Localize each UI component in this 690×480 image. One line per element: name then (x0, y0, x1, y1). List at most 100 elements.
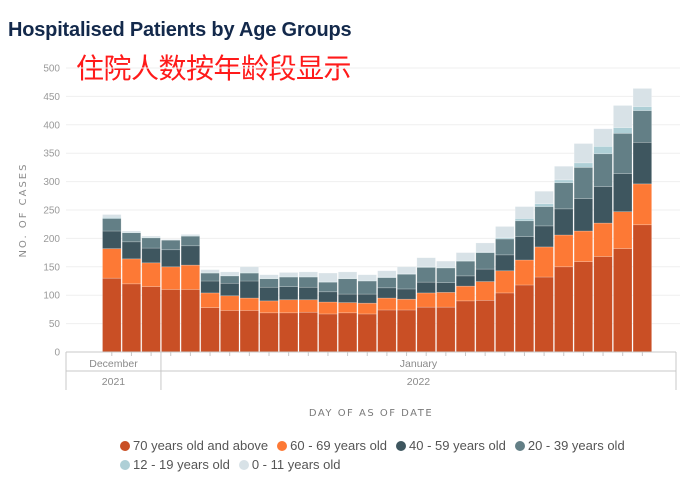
legend-item[interactable]: 60 - 69 years old (277, 437, 387, 455)
bar-segment (377, 270, 397, 278)
bar-segment (416, 306, 436, 353)
x-year-label: 2022 (407, 376, 431, 388)
bar-stack (102, 214, 122, 353)
bar-segment (161, 249, 181, 268)
bar-segment (337, 293, 358, 303)
bar-stack (337, 271, 358, 353)
bar-segment (593, 153, 613, 188)
bar-segment (121, 232, 142, 243)
bar-segment (318, 272, 338, 282)
bar-segment (180, 234, 201, 236)
bar-stack (318, 272, 338, 353)
bar-segment (102, 214, 122, 218)
bar-segment (141, 262, 161, 287)
bar-segment (613, 127, 633, 134)
bar-segment (396, 273, 417, 290)
legend-label: 0 - 11 years old (251, 457, 341, 472)
bar-segment (318, 291, 338, 303)
bar-segment (200, 292, 220, 308)
bar-segment (475, 242, 495, 253)
bar-segment (102, 218, 122, 232)
bar-segment (239, 280, 259, 299)
bar-stack (239, 266, 259, 353)
bar-segment (298, 286, 318, 301)
bar-segment (613, 173, 633, 213)
bar-segment (141, 235, 161, 238)
bar-segment (396, 288, 417, 300)
bar-segment (121, 258, 142, 285)
bar-segment (554, 266, 574, 353)
bar-stack (298, 271, 318, 353)
bar-segment (161, 289, 181, 353)
bar-stack (436, 260, 456, 353)
bar-segment (416, 281, 436, 294)
bar-segment (259, 274, 279, 279)
bar-segment (455, 252, 476, 261)
legend-item[interactable]: 20 - 39 years old (514, 437, 625, 455)
bar-segment (632, 183, 652, 226)
bar-segment (416, 292, 436, 308)
bar-segment (318, 281, 338, 293)
bar-segment (337, 278, 358, 295)
bar-segment (593, 186, 613, 224)
bar-segment (377, 297, 397, 311)
y-tick-label: 300 (43, 177, 60, 188)
bar-segment (298, 271, 318, 277)
bar-segment (593, 146, 613, 155)
bar-segment (455, 300, 476, 353)
bar-segment (102, 230, 122, 249)
legend-item[interactable]: 0 - 11 years old (238, 456, 341, 474)
bar-stack (632, 88, 652, 353)
bars (102, 88, 652, 353)
bar-segment (318, 313, 338, 353)
bar-segment (573, 261, 593, 353)
bar-segment (357, 280, 377, 295)
bar-segment (436, 306, 456, 353)
bar-segment (573, 230, 593, 262)
x-axis: December 2021 January 2022 (65, 351, 677, 390)
legend-label: 40 - 59 years old (409, 438, 506, 453)
bar-segment (279, 286, 299, 301)
bar-segment (534, 206, 554, 227)
y-tick-label: 0 (54, 348, 60, 359)
bar-segment (554, 208, 574, 236)
y-tick-label: 100 (43, 291, 60, 302)
y-tick-label: 250 (43, 206, 60, 217)
bar-stack (357, 274, 377, 353)
bar-stack (554, 165, 574, 353)
bar-stack (279, 272, 299, 353)
bar-segment (455, 275, 476, 287)
legend-item[interactable]: 12 - 19 years old (120, 456, 230, 474)
bar-segment (239, 266, 259, 273)
bar-segment (593, 256, 613, 353)
bar-segment (220, 310, 240, 353)
bar-segment (102, 248, 122, 279)
bar-segment (632, 224, 652, 353)
bar-segment (337, 302, 358, 314)
bar-segment (613, 105, 633, 128)
y-tick-label: 350 (43, 149, 60, 160)
bar-segment (573, 167, 593, 199)
bar-segment (593, 128, 613, 147)
bar-segment (279, 299, 299, 314)
bar-segment (554, 182, 574, 210)
legend-item[interactable]: 70 years old and above (120, 437, 268, 455)
bar-segment (632, 106, 652, 111)
bar-segment (573, 143, 593, 164)
legend-dot-icon (277, 441, 288, 451)
bar-segment (416, 257, 436, 268)
bar-segment (337, 312, 358, 353)
legend-dot-icon (396, 441, 406, 451)
bar-stack (161, 239, 181, 353)
bar-segment (475, 252, 495, 270)
y-axis-ticks: 0 50 100 150 200 250 300 350 400 450 500 (43, 64, 60, 359)
bar-segment (220, 275, 240, 277)
legend-item[interactable]: 40 - 59 years old (396, 437, 506, 455)
bar-stack (220, 271, 240, 353)
bar-segment (475, 300, 495, 353)
bar-segment (613, 133, 633, 174)
bar-segment (436, 267, 456, 284)
bar-segment (180, 235, 201, 247)
bar-segment (239, 297, 259, 311)
bar-segment (436, 292, 456, 308)
